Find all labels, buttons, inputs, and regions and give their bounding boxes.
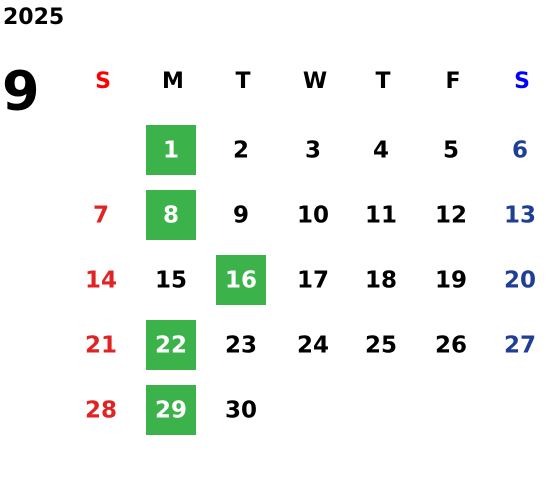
day-highlight bbox=[146, 190, 196, 240]
weekday-label: S bbox=[514, 69, 530, 94]
day-number: 29 bbox=[155, 398, 187, 424]
weekday-label: M bbox=[162, 69, 184, 94]
day-number: 16 bbox=[225, 268, 257, 294]
day-number: 10 bbox=[297, 203, 329, 229]
year: 2025 bbox=[3, 5, 64, 30]
day-number: 30 bbox=[225, 398, 257, 424]
weekday-label: F bbox=[445, 69, 460, 94]
day-number: 22 bbox=[155, 333, 187, 359]
day-number: 1 bbox=[163, 138, 179, 164]
weekday-label: S bbox=[95, 69, 111, 94]
day-number: 9 bbox=[233, 203, 249, 229]
day-number: 14 bbox=[85, 268, 117, 294]
weekday-label: T bbox=[375, 69, 390, 94]
day-number: 2 bbox=[233, 138, 249, 164]
day-number: 23 bbox=[225, 333, 257, 359]
weekday-label: W bbox=[303, 69, 327, 94]
day-number: 13 bbox=[504, 203, 536, 229]
day-number: 8 bbox=[163, 203, 179, 229]
day-number: 3 bbox=[305, 138, 321, 164]
day-highlight bbox=[216, 255, 266, 305]
day-highlight bbox=[146, 385, 196, 435]
day-number: 28 bbox=[85, 398, 117, 424]
day-number: 11 bbox=[365, 203, 397, 229]
day-number: 12 bbox=[435, 203, 467, 229]
day-highlight bbox=[146, 125, 196, 175]
day-number: 27 bbox=[504, 333, 536, 359]
day-number: 5 bbox=[443, 138, 459, 164]
weekday-label: T bbox=[235, 69, 250, 94]
day-number: 24 bbox=[297, 333, 329, 359]
day-number: 17 bbox=[297, 268, 329, 294]
day-number: 18 bbox=[365, 268, 397, 294]
day-highlight bbox=[146, 320, 196, 370]
day-number: 4 bbox=[373, 138, 389, 164]
day-number: 6 bbox=[512, 138, 528, 164]
month: 9 bbox=[2, 60, 40, 123]
day-number: 15 bbox=[155, 268, 187, 294]
day-number: 25 bbox=[365, 333, 397, 359]
day-number: 21 bbox=[85, 333, 117, 359]
day-number: 26 bbox=[435, 333, 467, 359]
day-number: 7 bbox=[93, 203, 109, 229]
day-number: 20 bbox=[504, 268, 536, 294]
day-number: 19 bbox=[435, 268, 467, 294]
